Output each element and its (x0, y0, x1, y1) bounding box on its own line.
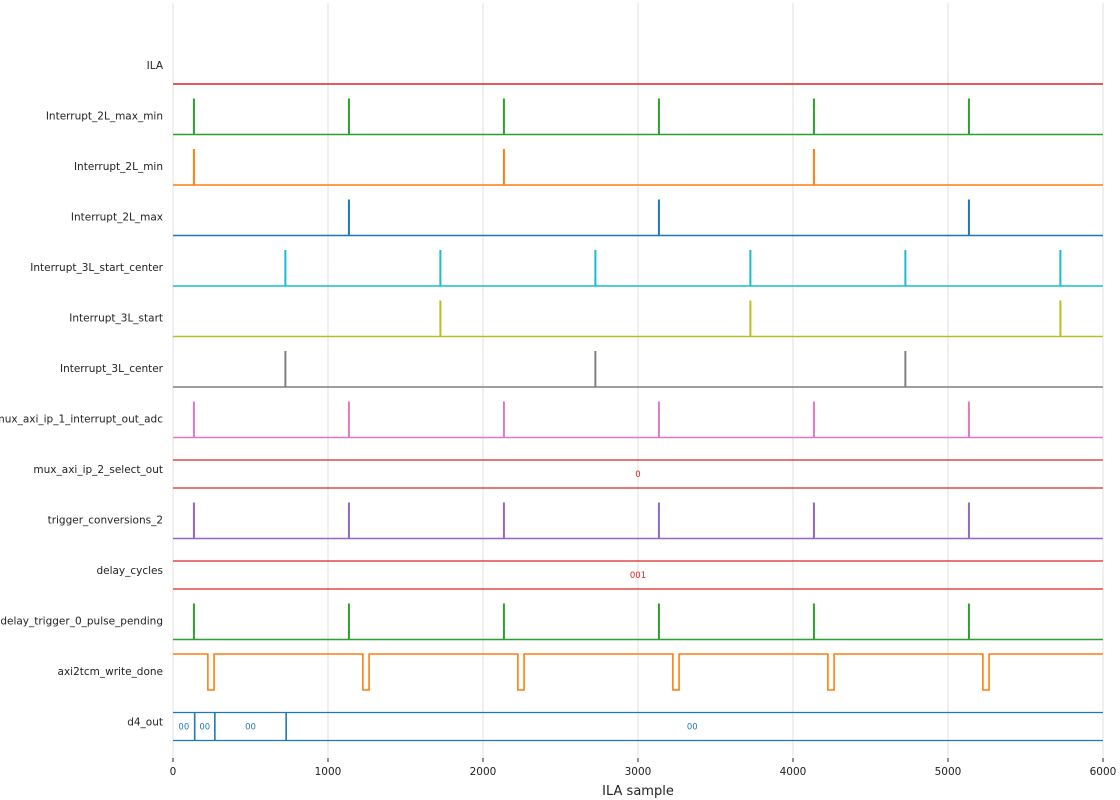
signal-label: d4_out (127, 717, 163, 729)
signal-label: mux_axi_ip_1_interrupt_out_adc (0, 414, 163, 426)
signal-trace-Interrupt_3L_start (173, 300, 1103, 338)
signal-label: delay_trigger_0_pulse_pending (0, 616, 163, 628)
x-tick-label: 5000 (935, 766, 962, 778)
x-tick-label: 1000 (315, 766, 342, 778)
signal-trace-Interrupt_3L_start_center (173, 250, 1103, 287)
signal-label: Interrupt_2L_max (71, 212, 163, 224)
signal-label: ILA (147, 60, 164, 72)
signal-labels: ILA Interrupt_2L_max_min Interrupt_2L_min I… (0, 60, 164, 729)
signal-label: mux_axi_ip_2_select_out (33, 464, 163, 476)
x-tick-label: 6000 (1090, 766, 1117, 778)
signal-label: Interrupt_2L_max_min (46, 111, 163, 123)
bus-value-label: 00 (178, 723, 189, 733)
signal-label: Interrupt_3L_start_center (30, 262, 163, 274)
signal-trace-Interrupt_2L_max_min (173, 98, 1103, 136)
signal-trace-trigger_conversions_2 (173, 502, 1103, 540)
x-tick-label: 0 (170, 766, 177, 778)
signal-trace-Interrupt_2L_max (173, 199, 1103, 237)
bus-value-label: 00 (687, 723, 698, 733)
signal-trace-delay_trigger_0_pulse_pending (173, 603, 1103, 641)
signal-label: trigger_conversions_2 (48, 515, 163, 527)
bus-value-label: 00 (245, 723, 256, 733)
signal-label: delay_cycles (96, 565, 163, 577)
signal-waveform (173, 653, 1103, 691)
x-tick-label: 2000 (470, 766, 497, 778)
x-tick-label: 4000 (780, 766, 807, 778)
signal-trace-axi2tcm_write_done (173, 653, 1103, 691)
signal-trace-mux_axi_ip_2_select_out: 0 (173, 459, 1103, 489)
signal-label: Interrupt_2L_min (74, 161, 163, 173)
bus-value-label: 0 (635, 470, 640, 480)
signal-traces: 0 001 00 00 00 00 (173, 83, 1103, 742)
signal-trace-mux_axi_ip_1_interrupt_out_adc (173, 401, 1103, 439)
signal-label: Interrupt_3L_start (69, 313, 163, 325)
x-tick-label: 3000 (625, 766, 652, 778)
signal-trace-Interrupt_2L_min (173, 149, 1103, 186)
signal-label: Interrupt_3L_center (60, 363, 164, 375)
bus-value-label: 00 (199, 723, 210, 733)
bus-value-label: 001 (630, 571, 646, 581)
x-axis: 0 1000 2000 3000 4000 5000 6000 (170, 757, 1117, 778)
x-axis-title: ILA sample (602, 784, 674, 799)
signal-trace-delay_cycles: 001 (173, 560, 1103, 590)
signal-label: axi2tcm_write_done (58, 666, 163, 678)
grid-lines (172, 3, 1104, 758)
signal-trace-d4_out: 00 00 00 00 (173, 711, 1103, 742)
signal-trace-Interrupt_3L_center (173, 351, 1103, 388)
